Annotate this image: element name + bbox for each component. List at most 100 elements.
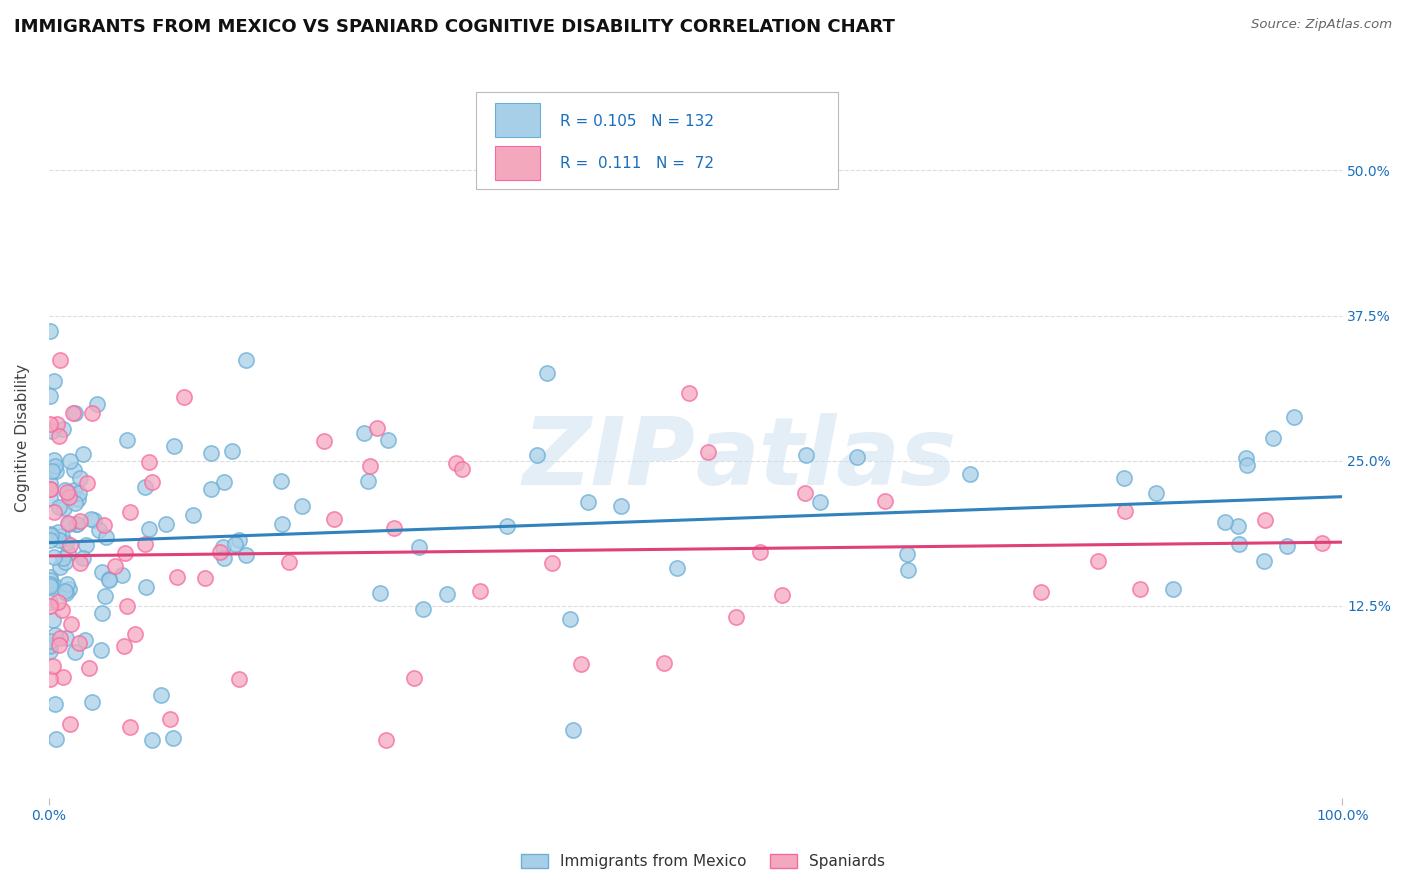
Point [846, 450, 869, 465]
Point [1277, 539, 1299, 553]
Point [39, 533, 62, 548]
Point [412, 602, 434, 616]
Point [1253, 554, 1275, 568]
Point [897, 563, 920, 577]
Point [1161, 582, 1184, 597]
Point [155, 517, 177, 532]
Point [1254, 513, 1277, 527]
Point [67, 492, 90, 507]
Point [39, 595, 62, 609]
Point [52, 422, 75, 436]
Point [212, 541, 235, 555]
Point [39, 599, 62, 613]
Point [569, 657, 592, 671]
Point [39, 482, 62, 496]
Point [436, 587, 458, 601]
Point [1227, 519, 1250, 533]
Point [39, 476, 62, 491]
Point [277, 555, 299, 569]
Point [678, 386, 700, 401]
Point [53, 555, 76, 569]
Point [48, 353, 70, 368]
Point [83, 513, 105, 527]
Point [39, 529, 62, 543]
Point [69, 557, 91, 571]
Point [291, 500, 314, 514]
Point [39, 417, 62, 431]
Point [270, 474, 292, 488]
Point [312, 434, 335, 448]
Point [48, 524, 70, 539]
Point [76, 476, 98, 491]
Point [59, 538, 82, 552]
Point [228, 672, 250, 686]
Point [51, 529, 73, 543]
Point [89, 524, 111, 538]
Point [536, 367, 558, 381]
Point [39, 573, 62, 587]
Point [526, 449, 548, 463]
Point [63, 483, 86, 498]
Point [120, 505, 142, 519]
Text: R =  0.111   N =  72: R = 0.111 N = 72 [560, 156, 714, 171]
Point [200, 482, 222, 496]
Point [42, 453, 65, 467]
Point [134, 536, 156, 550]
Point [58, 454, 80, 468]
Point [377, 433, 399, 447]
FancyBboxPatch shape [495, 103, 540, 137]
Point [1144, 486, 1167, 500]
Point [39, 638, 62, 652]
Point [404, 671, 426, 685]
Point [39, 324, 62, 338]
Point [224, 536, 246, 550]
Point [56, 577, 79, 591]
Point [959, 467, 981, 481]
Point [77, 660, 100, 674]
Point [75, 538, 97, 552]
Point [1087, 553, 1109, 567]
Point [63, 406, 86, 420]
Point [368, 586, 391, 600]
Point [138, 522, 160, 536]
Point [41, 425, 63, 439]
Point [63, 463, 86, 477]
Point [48, 500, 70, 514]
Point [98, 574, 121, 588]
Point [104, 559, 127, 574]
Text: atlas: atlas [696, 413, 956, 505]
Point [770, 588, 793, 602]
Point [72, 447, 94, 461]
Point [58, 490, 80, 504]
Point [96, 530, 118, 544]
Point [134, 480, 156, 494]
Point [39, 528, 62, 542]
Point [39, 527, 62, 541]
Point [451, 462, 474, 476]
Point [235, 549, 257, 563]
Point [82, 695, 104, 709]
Point [208, 545, 231, 559]
Point [1114, 504, 1136, 518]
Point [59, 716, 82, 731]
Point [115, 599, 138, 614]
Point [135, 580, 157, 594]
Point [65, 496, 87, 510]
Point [578, 494, 600, 508]
Point [141, 475, 163, 490]
Point [39, 569, 62, 583]
Point [55, 585, 77, 599]
Point [357, 474, 380, 488]
Point [53, 500, 76, 515]
Point [163, 439, 186, 453]
Point [162, 731, 184, 746]
Point [58, 486, 80, 500]
Point [212, 551, 235, 566]
Point [41, 464, 63, 478]
Point [91, 565, 114, 579]
Point [39, 491, 62, 505]
Point [45, 731, 67, 746]
Point [138, 455, 160, 469]
Point [665, 561, 688, 575]
Point [51, 603, 73, 617]
